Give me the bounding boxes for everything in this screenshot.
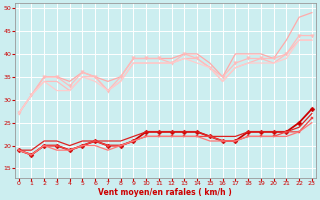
X-axis label: Vent moyen/en rafales ( km/h ): Vent moyen/en rafales ( km/h ) <box>98 188 232 197</box>
